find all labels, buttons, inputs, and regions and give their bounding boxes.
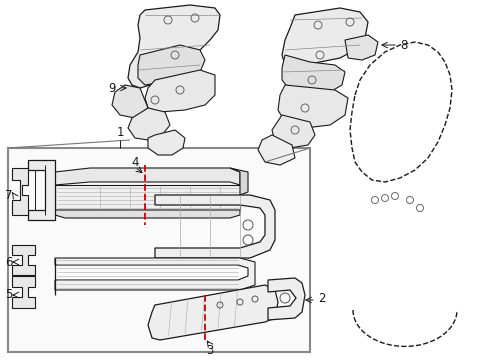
Polygon shape bbox=[128, 108, 170, 140]
Polygon shape bbox=[155, 195, 274, 258]
Text: 1: 1 bbox=[116, 126, 123, 139]
Bar bbox=[8, 148, 309, 352]
Polygon shape bbox=[12, 168, 28, 215]
Text: 5: 5 bbox=[5, 288, 12, 302]
Polygon shape bbox=[282, 55, 345, 95]
Text: 3: 3 bbox=[206, 343, 213, 356]
Polygon shape bbox=[12, 245, 35, 275]
Text: 2: 2 bbox=[317, 292, 325, 305]
Polygon shape bbox=[55, 185, 240, 210]
Polygon shape bbox=[12, 276, 35, 308]
Text: 9: 9 bbox=[108, 81, 116, 95]
Polygon shape bbox=[229, 168, 247, 195]
Text: 8: 8 bbox=[399, 39, 407, 51]
Polygon shape bbox=[112, 85, 148, 118]
Polygon shape bbox=[282, 8, 367, 70]
Polygon shape bbox=[145, 70, 215, 112]
Polygon shape bbox=[258, 135, 294, 165]
Polygon shape bbox=[55, 168, 240, 185]
Polygon shape bbox=[345, 35, 377, 60]
Polygon shape bbox=[278, 85, 347, 128]
Polygon shape bbox=[138, 45, 204, 85]
Text: 7: 7 bbox=[5, 189, 13, 202]
Polygon shape bbox=[128, 5, 220, 88]
Text: 6: 6 bbox=[5, 256, 13, 269]
Polygon shape bbox=[148, 130, 184, 155]
Text: 4: 4 bbox=[131, 156, 139, 168]
Polygon shape bbox=[55, 258, 254, 290]
Polygon shape bbox=[271, 115, 314, 148]
Polygon shape bbox=[148, 285, 278, 340]
Polygon shape bbox=[55, 210, 240, 218]
Polygon shape bbox=[267, 278, 305, 320]
Polygon shape bbox=[28, 160, 55, 220]
